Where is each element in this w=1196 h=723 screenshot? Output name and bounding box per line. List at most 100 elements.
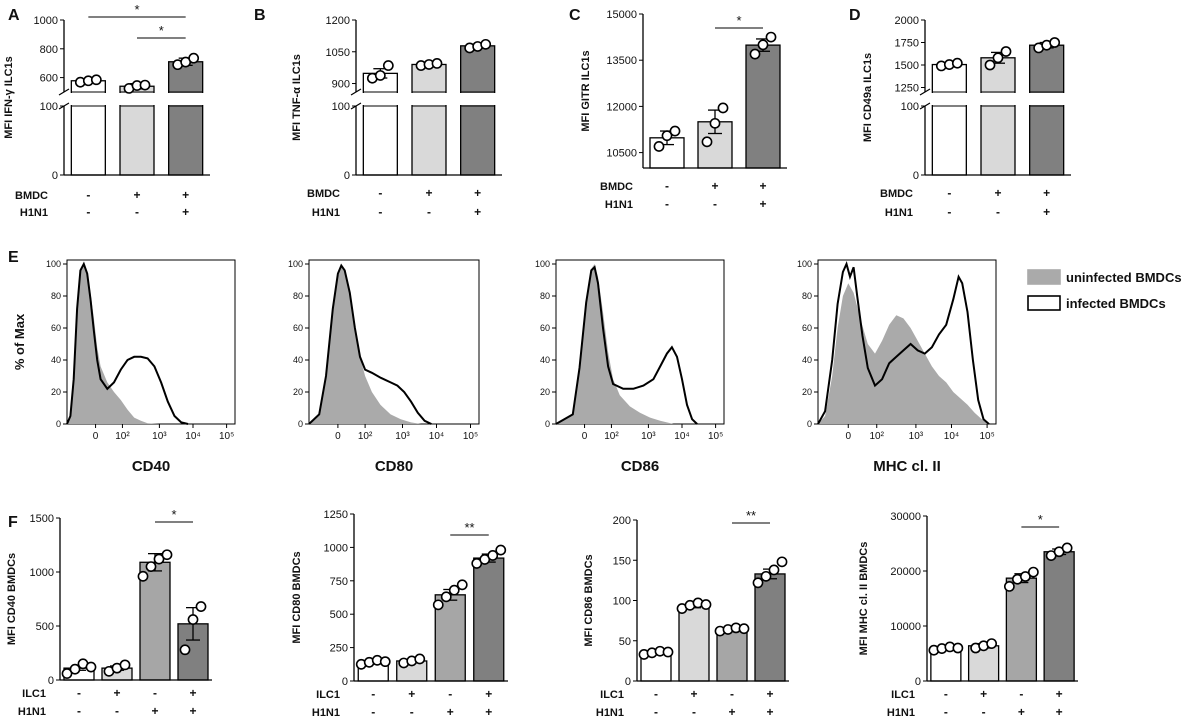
panel-d-bar-break-1 [979, 93, 1017, 105]
panel-c-data-point [653, 141, 665, 152]
panel-f-1-sign: - [77, 704, 81, 718]
histogram-ytick-label: 0 [56, 419, 61, 429]
panel-a-chart: 600 800 1000 0 100 MFI IFN-γ ILC1s * * BMDC - + + H1… [3, 2, 210, 219]
panel-f-1-sign: + [151, 704, 158, 718]
histogram-xtick-label: 0 [845, 431, 851, 442]
histogram-ytick-label: 80 [802, 291, 812, 301]
panel-f-3-bar-2 [716, 628, 748, 682]
panel-f-2-sign: + [408, 687, 415, 701]
panel-d-bar-break-2 [1027, 93, 1066, 105]
panel-a-y-axis-title: MFI IFN-γ ILC1s [3, 56, 15, 139]
histogram-uninfected-area [556, 264, 674, 424]
panel-a-bar-break-2 [166, 93, 205, 105]
panel-f-3-data-point [752, 577, 764, 589]
histogram-xtick-label: 0 [335, 431, 341, 442]
panel-f-2-sign: + [447, 705, 454, 719]
panel-c-data-point [717, 102, 729, 114]
panel-d-data-point [984, 59, 996, 71]
panel-f-4-data-point [1061, 542, 1073, 554]
panel-f-1-y-axis-title: MFI CD40 BMDCs [6, 553, 18, 645]
panel-f-4-significance-label: * [1038, 512, 1043, 527]
panel-f-4-ytick-label: 30000 [890, 511, 921, 523]
panel-b-sign: - [378, 205, 382, 219]
panel-b-data-point [431, 58, 443, 69]
panel-f-3-sign: - [654, 687, 658, 701]
histogram-xtick-label: 0 [582, 431, 588, 442]
histogram-xtick-label: 10⁵ [219, 431, 234, 442]
panel-f-4-ytick-label: 10000 [890, 621, 921, 633]
panel-f-1-sign: - [115, 704, 119, 718]
panel-f-3-y-axis-title: MFI CD86 BMDCs [583, 554, 595, 646]
panel-d-bar-0 [931, 63, 967, 176]
panel-f-1-ytick-label: 1500 [30, 513, 54, 525]
panel-d-data-point [951, 57, 963, 69]
panel-d-bar-2 [1029, 44, 1065, 176]
histogram-xtick-label: 10² [870, 431, 885, 442]
histogram-legend: uninfected BMDCs infected BMDCs [1027, 269, 1182, 311]
panel-f-1-ytick-label: 1000 [30, 567, 54, 579]
panel-d-y-axis-title: MFI CD49a ILC1s [862, 53, 874, 142]
panel-c-data-point [765, 31, 777, 43]
panel-f-2-row-label-h1n1: H1N1 [312, 707, 340, 719]
histogram-ytick-label: 0 [298, 419, 303, 429]
panel-f-2-chart: 0 250 500 750 1000 1250 MFI CD80 BMDCs ** ILC1 - +… [291, 509, 508, 719]
panel-f-2-ytick-label: 250 [330, 643, 348, 655]
panel-label-d: D [849, 7, 861, 24]
panel-d-sign: - [947, 205, 951, 219]
panel-a-significance-label: * [159, 23, 164, 38]
panel-d-ytick-label: 1500 [895, 60, 919, 72]
panel-b-ytick-label: 0 [344, 170, 350, 182]
histogram-ytick-label: 40 [802, 355, 812, 365]
panel-f-1-data-point [195, 601, 207, 612]
panel-label-b: B [254, 7, 266, 24]
panel-f-2-y-axis-title: MFI CD80 BMDCs [291, 551, 303, 643]
panel-f-4-data-point [1003, 581, 1015, 592]
panel-c-chart: 10500 12000 13500 15000 MFI GITR ILC1s * BMDC -… [580, 9, 787, 211]
panel-a-ytick-label: 1000 [34, 15, 58, 27]
panel-b-bar-break-0 [361, 93, 400, 105]
panel-f-2-ytick-label: 1250 [324, 509, 348, 521]
panel-c-sign: - [665, 197, 669, 211]
panel-f-3-sign: - [730, 687, 734, 701]
panel-f-2-data-point [440, 591, 452, 603]
panel-a-ytick-label: 800 [40, 44, 58, 56]
panel-c-row-label-h1n1: H1N1 [605, 199, 633, 211]
panel-a-bar-2 [168, 61, 204, 176]
histogram-xtick-label: 10⁴ [674, 431, 689, 442]
panel-b-data-point [374, 70, 386, 81]
panel-d-data-point [1049, 37, 1061, 48]
panel-a-data-point [188, 52, 200, 64]
panel-f-2-sign: - [410, 705, 414, 719]
panel-f-1-row-label-h1n1: H1N1 [18, 706, 46, 718]
panel-d-bar-break-0 [930, 93, 969, 105]
panel-f-3-bar-1 [678, 604, 710, 682]
panel-c-sign: - [713, 197, 717, 211]
histogram-ytick-label: 40 [540, 355, 550, 365]
histogram-ytick-label: 100 [797, 259, 812, 269]
histogram-ytick-label: 20 [802, 387, 812, 397]
panel-f-4-row-label-h1n1: H1N1 [887, 707, 915, 719]
panel-f-4-ytick-label: 0 [915, 676, 921, 688]
panel-a-sign: - [135, 205, 139, 219]
histogram-ytick-label: 100 [288, 259, 303, 269]
panel-b-sign: - [378, 186, 382, 200]
panel-a-ytick-label: 0 [52, 170, 58, 182]
legend-swatch-1 [1027, 295, 1061, 311]
panel-b-y-axis-title: MFI TNF-α ILC1s [291, 54, 303, 141]
panel-d-ytick-label: 0 [913, 170, 919, 182]
panel-f-4-y-axis-title: MFI MHC cl. II BMDCs [858, 542, 870, 656]
panel-f-2-sign: - [448, 687, 452, 701]
panel-f-1-data-point [119, 659, 131, 671]
panel-b-bar-2 [460, 45, 496, 176]
panel-c-ytick-label: 13500 [606, 55, 637, 67]
histogram-ytick-label: 0 [545, 419, 550, 429]
panel-f-3-ytick-label: 150 [613, 555, 631, 567]
histogram-ytick-label: 100 [535, 259, 550, 269]
panel-b-data-point [382, 60, 394, 71]
panel-f-1-sign: - [77, 686, 81, 700]
panel-c-data-point [757, 39, 769, 51]
panel-f-3-chart: 0 50 100 150 200 MFI CD86 BMDCs ** ILC1 - + - + H1N1… [583, 508, 789, 719]
histogram-xtick-label: 10³ [152, 431, 167, 442]
histogram-infected-line [66, 261, 189, 425]
